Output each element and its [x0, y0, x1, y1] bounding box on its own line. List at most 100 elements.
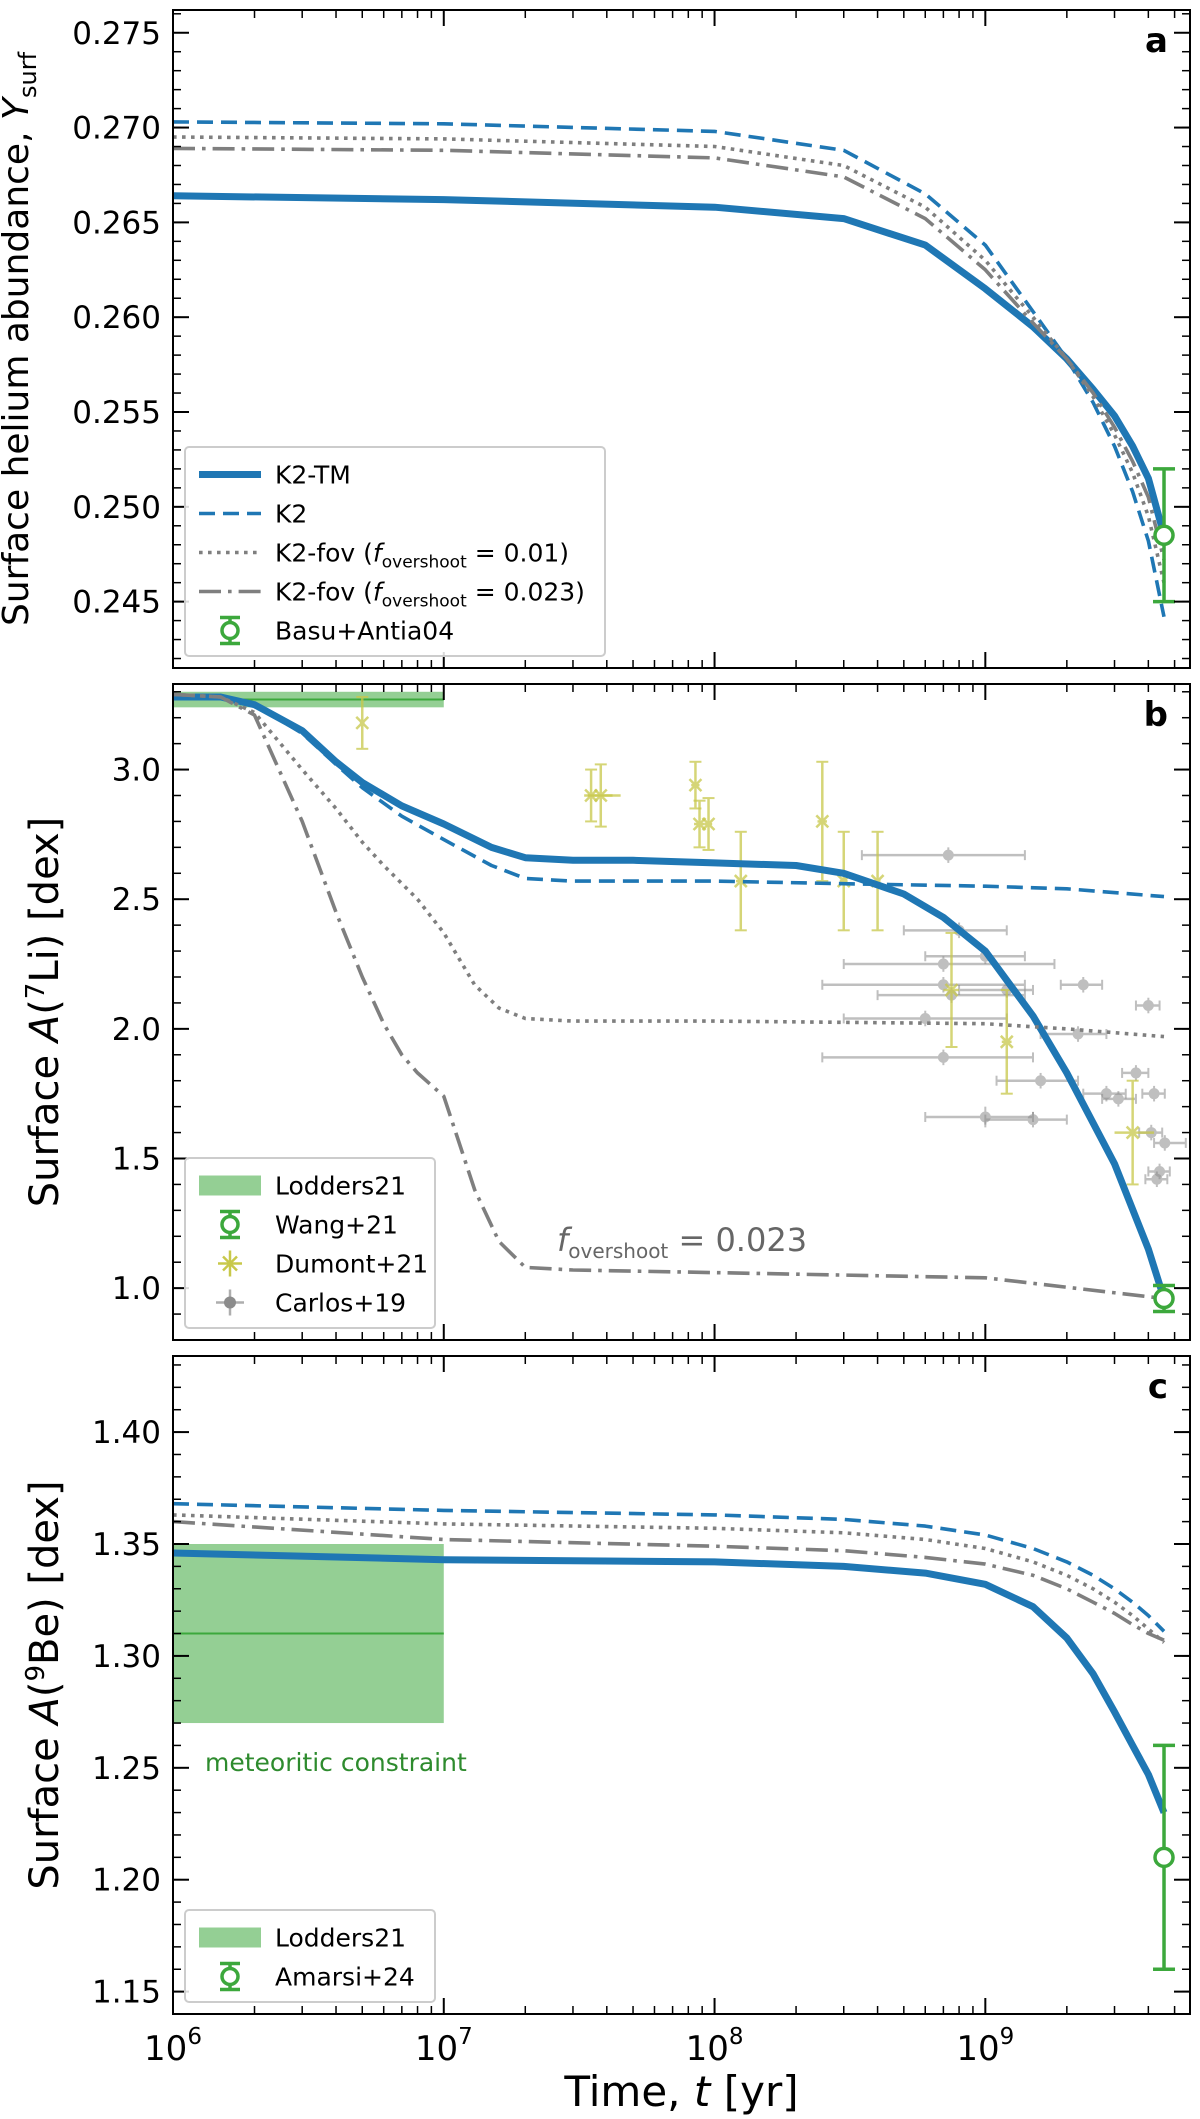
x-tick-label: 108 — [686, 2024, 744, 2069]
legend-label: Wang+21 — [275, 1211, 398, 1240]
observation-amarsi-24 — [1153, 1743, 1176, 1971]
carlos19-point — [1134, 997, 1161, 1014]
dumont21-point — [1114, 1079, 1155, 1186]
plot-area — [173, 691, 1187, 1314]
y-tick-label: 0.265 — [72, 205, 161, 241]
y-tick-label: 3.0 — [112, 753, 161, 789]
plot-frame — [172, 1355, 1191, 2015]
series-line-k2-tm — [173, 693, 1168, 1300]
series-line-k2-fov-0023 — [173, 692, 1165, 1301]
dumont21-point — [815, 760, 830, 883]
y-axis-label: Surface A(9Be) [dex] — [21, 1480, 68, 1889]
carlos19-point — [860, 847, 1026, 863]
legend-label: Amarsi+24 — [275, 1963, 415, 1992]
legend-entry: Carlos+19 — [216, 1289, 406, 1318]
series-line-k2 — [173, 695, 1165, 899]
y-tick-label: 0.250 — [72, 490, 161, 526]
plot-area — [173, 1501, 1176, 1971]
carlos19-point — [1101, 1091, 1137, 1107]
plot-frame — [172, 683, 1191, 1341]
legend-entry: Basu+Antia04 — [220, 615, 454, 646]
dumont21-point — [701, 797, 716, 851]
y-tick-label: 1.35 — [92, 1527, 161, 1563]
legend-entry: K2-fov (fovershoot = 0.023) — [199, 578, 585, 612]
dumont21-point — [355, 695, 370, 750]
meteoritic-constraint-note: meteoritic constraint — [205, 1748, 467, 1777]
legend: Lodders21 Wang+21 Dumont+21 Carlos+19 — [184, 1157, 436, 1329]
panel-a: 0.245 0.250 0.255 0.260 0.265 0.270 0.275 a Surf… — [0, 9, 1191, 669]
x-axis-shared: 106 107 108 109 Time, t [yr] — [144, 2024, 1014, 2116]
carlos19-point — [984, 1111, 1068, 1128]
y-tick-label: 0.275 — [72, 16, 161, 52]
series-line-k2 — [173, 120, 1166, 618]
carlos19-point — [1141, 1085, 1166, 1102]
legend: Lodders21 Amarsi+24 — [184, 1909, 436, 2003]
legend-entry: K2-fov (fovershoot = 0.01) — [199, 539, 569, 573]
legend-entry: Amarsi+24 — [220, 1961, 415, 1992]
x-tick-label: 106 — [144, 2024, 202, 2069]
y-tick-label: 1.15 — [92, 1975, 161, 2011]
y-tick-label: 1.40 — [92, 1415, 161, 1451]
y-tick-label: 1.30 — [92, 1639, 161, 1675]
carlos19-point — [1147, 1163, 1171, 1180]
legend-label: Lodders21 — [275, 1172, 406, 1201]
y-tick-label: 2.5 — [112, 882, 161, 918]
carlos19-point — [821, 976, 1026, 993]
plot-frame — [172, 9, 1191, 669]
legend-label: K2-fov (fovershoot = 0.023) — [275, 578, 585, 612]
y-tick-label: 0.255 — [72, 395, 161, 431]
legend: K2-TM K2 K2-fov (fovershoot = 0.01) K2-fov … — [184, 446, 606, 657]
panel-c: meteoritic constraint 1.15 1.20 1.25 1.30 1.3… — [21, 1355, 1191, 2015]
legend-entry: K2 — [199, 500, 307, 529]
panel-label: a — [1145, 21, 1168, 61]
observation-basu-antia04 — [1153, 467, 1176, 604]
y-tick-label: 0.270 — [72, 111, 161, 147]
y-axis-label: Surface A(7Li) [dex] — [21, 817, 68, 1208]
legend-entry: Dumont+21 — [218, 1250, 428, 1279]
dumont21-point — [943, 931, 960, 1049]
observation-wang-21 — [1153, 1283, 1176, 1314]
carlos19-point — [1144, 1171, 1169, 1188]
legend-box — [184, 1157, 436, 1329]
carlos19-point — [1059, 976, 1104, 993]
carlos19-point — [1121, 1065, 1150, 1081]
legend-label: K2 — [275, 500, 307, 529]
legend-entry: Lodders21 — [199, 1924, 406, 1953]
carlos19-point — [1153, 1135, 1187, 1151]
dumont21-point — [587, 763, 613, 828]
series-line-k2 — [173, 1501, 1166, 1633]
series-line-k2-fov-0023 — [173, 146, 1166, 561]
legend-label: K2-fov (fovershoot = 0.01) — [275, 539, 569, 573]
y-axis-label: Surface helium abundance, Ysurf — [0, 51, 42, 626]
legend-label: Basu+Antia04 — [275, 617, 454, 646]
legend-handle — [199, 1927, 261, 1948]
series-line-k2-fov-001 — [173, 1513, 1166, 1644]
x-axis-label: Time, t [yr] — [563, 2067, 798, 2116]
legend-entry: Wang+21 — [220, 1209, 398, 1240]
y-tick-label: 1.0 — [112, 1271, 161, 1307]
legend-handle — [199, 1175, 261, 1196]
x-tick-label: 109 — [956, 2024, 1014, 2069]
y-tick-label: 1.25 — [92, 1751, 161, 1787]
panel-label: b — [1144, 695, 1168, 735]
panel-b: fovershoot = 0.023 1.0 1.5 2.0 2.5 3.0 b Surfac… — [21, 683, 1191, 1341]
legend-label: K2-TM — [275, 461, 351, 490]
legend-entry: K2-TM — [199, 461, 351, 490]
legend-entry: Lodders21 — [199, 1172, 406, 1201]
dumont21-point — [733, 830, 748, 932]
legend-label: Carlos+19 — [275, 1289, 406, 1318]
legend-label: Lodders21 — [275, 1924, 406, 1953]
plot-area — [173, 120, 1176, 618]
series-line-k2-fov-0023 — [173, 1519, 1165, 1642]
carlos19-point — [995, 1072, 1080, 1089]
carlos19-point — [821, 1049, 1035, 1066]
x-tick-label: 107 — [415, 2024, 473, 2069]
y-tick-label: 0.260 — [72, 300, 161, 336]
y-tick-label: 1.5 — [112, 1141, 161, 1177]
y-tick-label: 1.20 — [92, 1863, 161, 1899]
legend-box — [184, 446, 606, 657]
carlos19-point — [842, 956, 1056, 972]
series-line-k2-tm — [173, 192, 1168, 537]
